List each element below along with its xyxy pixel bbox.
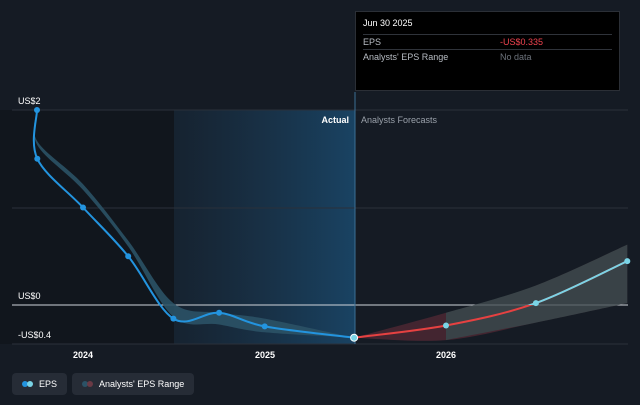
past-shade [0,110,174,344]
y-label-zero: US$0 [18,291,41,301]
eps-point[interactable] [125,253,132,260]
eps-point[interactable] [34,155,41,162]
eps-range-band-forecast-positive [446,244,628,341]
range-legend-icon [82,381,94,387]
eps-point[interactable] [80,204,86,211]
y-label-top: US$2 [18,96,41,106]
eps-point[interactable] [34,107,40,113]
eps-forecast-line-positive [527,260,628,305]
x-tick-2025: 2025 [255,350,275,360]
eps-point[interactable] [261,323,268,330]
eps-point[interactable] [532,300,539,307]
legend-eps[interactable]: EPS [12,373,68,395]
eps-point[interactable] [170,315,177,322]
y-label-bottom: -US$0.4 [18,330,51,340]
x-tick-2024: 2024 [73,350,93,360]
eps-point[interactable] [216,309,223,316]
chart-legend: EPS Analysts' EPS Range [12,373,195,395]
eps-point[interactable] [350,333,359,342]
x-tick-2026: 2026 [436,350,456,360]
tooltip-eps-label: EPS [363,37,382,47]
tooltip-range-value: No data [500,52,532,62]
actual-shade [174,110,355,344]
legend-range[interactable]: Analysts' EPS Range [72,373,195,395]
legend-eps-label: EPS [39,379,58,389]
tooltip-eps-value: -US$0.335 [500,37,544,47]
tooltip-range-label: Analysts' EPS Range [363,52,449,62]
actual-label: Actual [321,115,349,125]
tooltip-row-eps: EPS -US$0.335 [363,34,612,49]
forecast-label: Analysts Forecasts [361,115,438,125]
tooltip-date: Jun 30 2025 [363,18,413,28]
tooltip-row-range: Analysts' EPS Range No data [363,49,612,64]
eps-point[interactable] [443,322,449,329]
eps-point[interactable] [624,258,631,265]
legend-range-label: Analysts' EPS Range [99,379,185,389]
hover-tooltip: Jun 30 2025 EPS -US$0.335 Analysts' EPS … [355,11,620,91]
eps-legend-icon [22,381,33,387]
